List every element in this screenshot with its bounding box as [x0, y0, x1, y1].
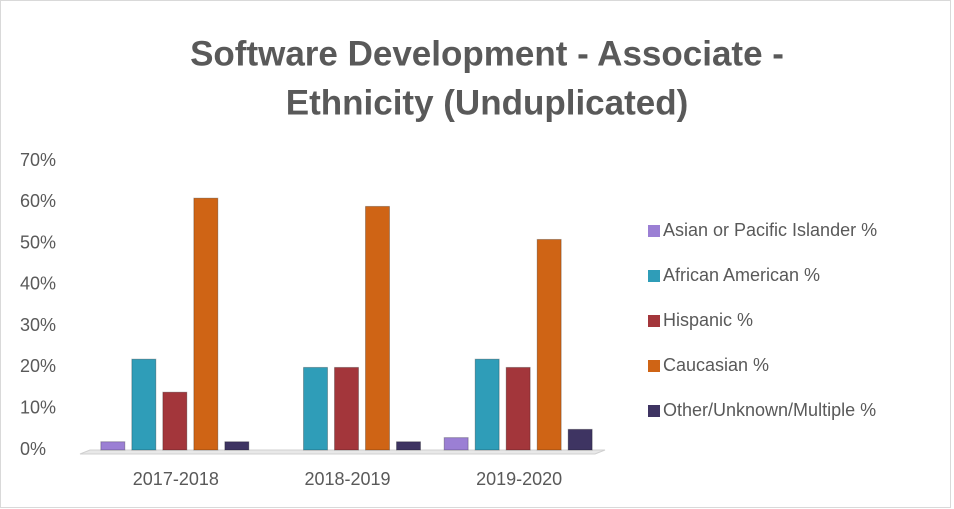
- y-tick-label: 70%: [20, 150, 56, 170]
- bar: [567, 428, 593, 451]
- y-tick-label: 30%: [20, 315, 56, 335]
- y-tick-label: 50%: [20, 232, 56, 252]
- y-tick-label: 20%: [20, 356, 56, 376]
- bar: [224, 441, 250, 451]
- x-tick-label: 2018-2019: [304, 469, 390, 489]
- legend-label: African American %: [663, 265, 820, 285]
- legend-label: Hispanic %: [663, 310, 753, 330]
- y-tick-label: 40%: [20, 274, 56, 294]
- bar: [100, 441, 126, 451]
- y-tick-label: 0%: [20, 439, 46, 459]
- bar: [474, 358, 500, 451]
- legend-swatch: [648, 315, 660, 327]
- bar: [536, 238, 562, 451]
- x-tick-label: 2019-2020: [476, 469, 562, 489]
- y-tick-label: 60%: [20, 191, 56, 211]
- legend-label: Other/Unknown/Multiple %: [663, 400, 876, 420]
- bar: [303, 366, 328, 451]
- legend-swatch: [648, 270, 660, 282]
- legend-swatch: [648, 405, 660, 417]
- bar: [365, 205, 390, 451]
- bar: [131, 358, 157, 451]
- legend-label: Asian or Pacific Islander %: [663, 220, 877, 240]
- floor: [79, 449, 606, 455]
- bar: [443, 437, 469, 451]
- bar: [505, 366, 531, 451]
- legend-label: Caucasian %: [663, 355, 769, 375]
- x-tick-label: 2017-2018: [133, 469, 219, 489]
- chart-title: Software Development - Associate -: [190, 34, 784, 73]
- legend-swatch: [648, 225, 660, 237]
- bar: [334, 366, 359, 451]
- legend-swatch: [648, 360, 660, 372]
- bar: [193, 197, 219, 451]
- bar: [396, 441, 421, 451]
- chart-title: Ethnicity (Unduplicated): [286, 83, 689, 122]
- bar: [162, 391, 188, 451]
- y-tick-label: 10%: [20, 397, 56, 417]
